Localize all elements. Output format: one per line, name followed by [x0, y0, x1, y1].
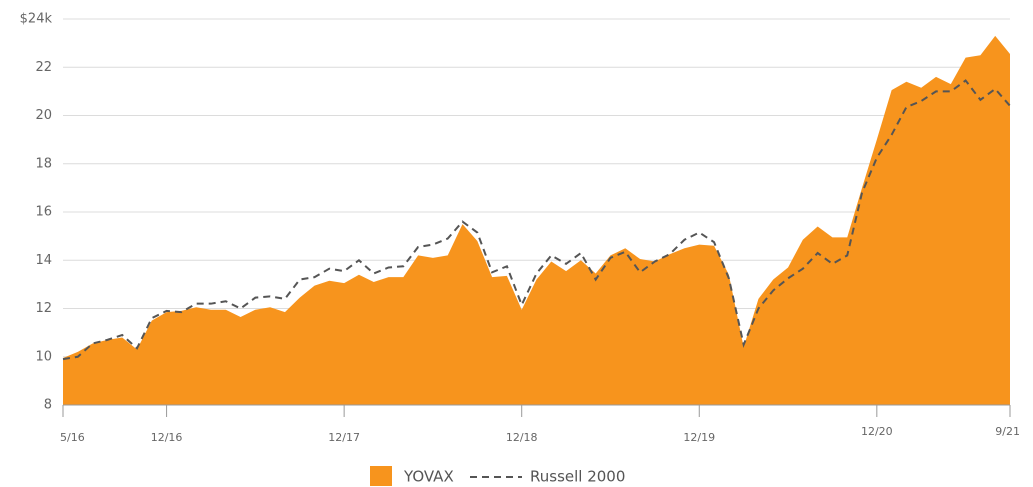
x-tick-label: 12/19 [683, 431, 715, 444]
x-tick-label: 12/17 [328, 431, 360, 444]
x-tick-label: 12/18 [506, 431, 538, 444]
area [63, 35, 1010, 405]
legend-label: Russell 2000 [530, 468, 625, 486]
y-tick-label: 20 [35, 108, 52, 123]
y-tick-label: $24k [20, 12, 53, 27]
x-tick-label: 12/16 [151, 431, 183, 444]
y-tick-label: 16 [35, 205, 52, 220]
x-tick-label: 9/21 [995, 425, 1020, 438]
legend-swatch [370, 466, 392, 486]
y-tick-label: 8 [44, 398, 52, 413]
y-tick-label: 10 [35, 349, 52, 364]
y-tick-label: 22 [35, 60, 52, 75]
y-tick-label: 14 [35, 253, 52, 268]
y-tick-label: 18 [35, 156, 52, 171]
x-tick-label: 12/20 [861, 425, 893, 438]
y-tick-label: 12 [35, 301, 52, 316]
line [62, 79, 1011, 361]
legend-label: YOVAX [403, 468, 454, 486]
x-tick-label: 5/16 [60, 431, 85, 444]
